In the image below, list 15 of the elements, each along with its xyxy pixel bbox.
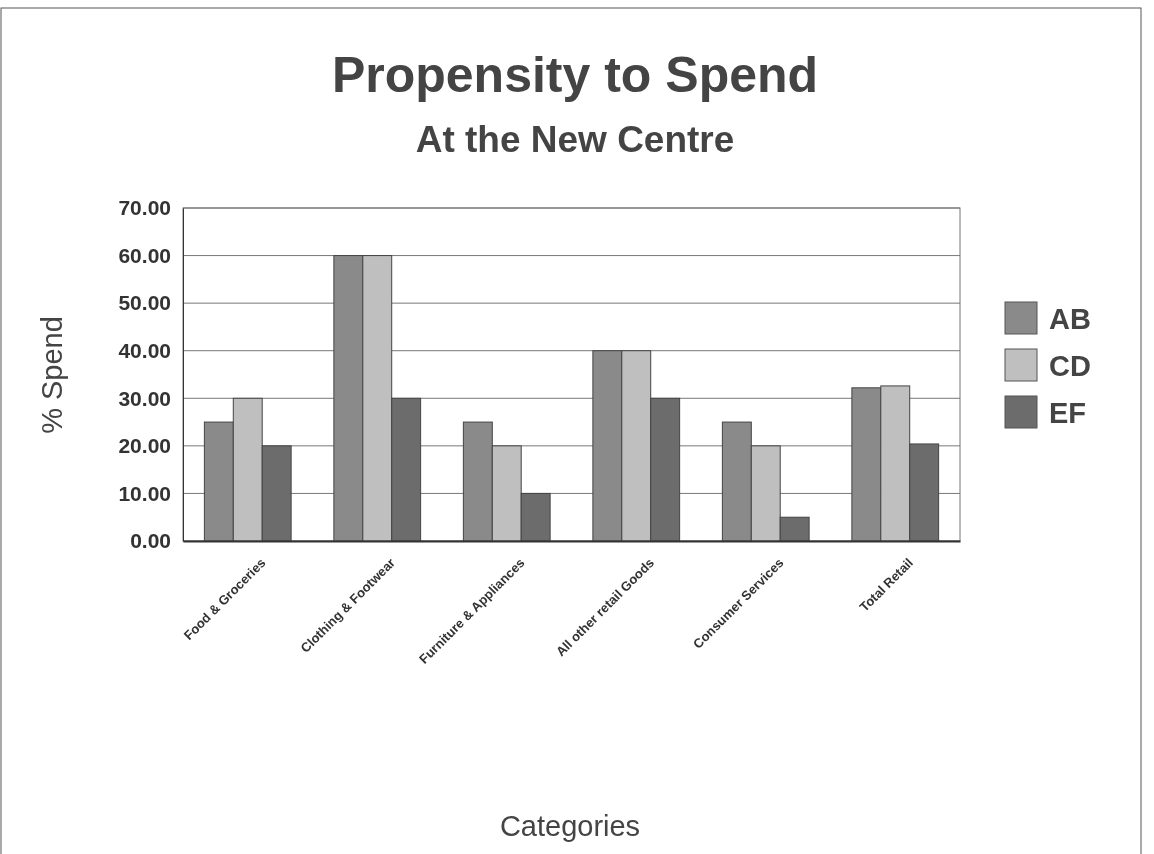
y-axis-title: % Spend	[36, 316, 68, 434]
y-tick-label: 20.00	[118, 434, 171, 458]
chart-subtitle: At the New Centre	[415, 119, 735, 160]
chart-title: Propensity to Spend	[331, 47, 819, 103]
x-axis-title: Categories	[499, 810, 641, 842]
legend-label: EF	[1049, 397, 1087, 429]
y-tick-label: 60.00	[118, 243, 171, 267]
y-tick-label: 50.00	[118, 291, 171, 315]
y-tick-label: 30.00	[118, 386, 171, 410]
y-tick-label: 10.00	[118, 481, 171, 505]
y-tick-label: 70.00	[118, 196, 171, 220]
legend-label: AB	[1049, 303, 1091, 335]
legend-label: CD	[1049, 350, 1091, 382]
y-tick-label: 40.00	[118, 338, 171, 362]
y-tick-label: 0.00	[130, 529, 171, 553]
